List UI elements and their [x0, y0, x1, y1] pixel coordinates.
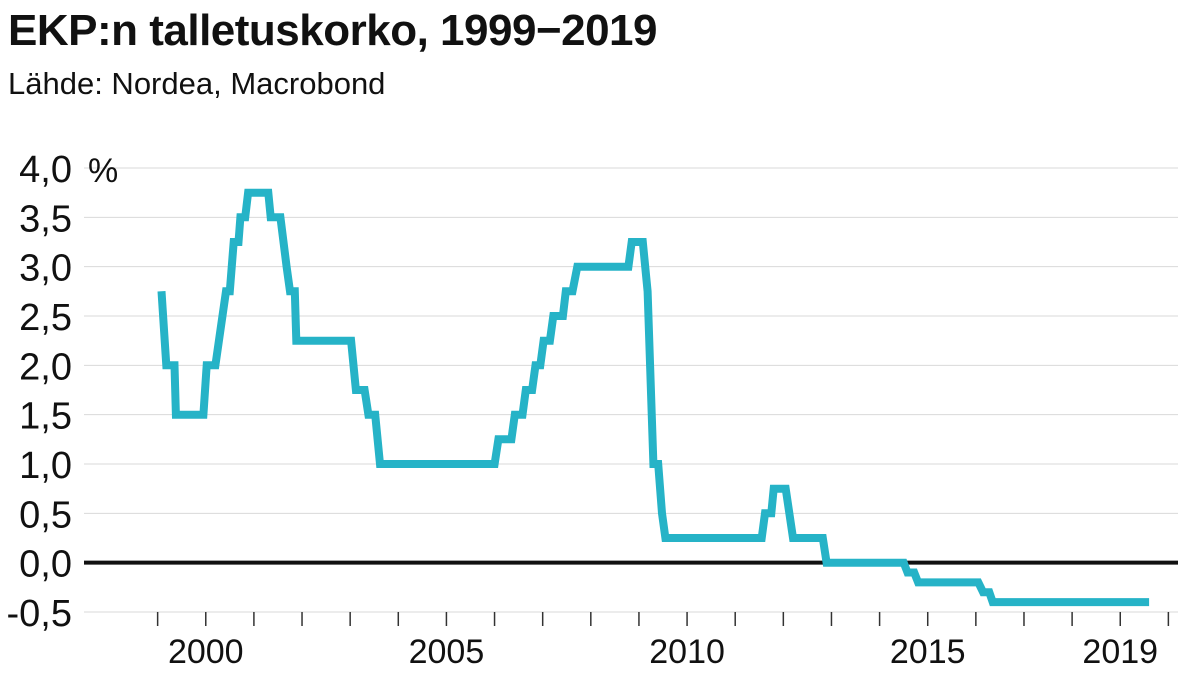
data-point: [522, 414, 523, 415]
deposit-rate-line: [157, 188, 1150, 607]
data-point: [822, 538, 823, 539]
data-point: [773, 488, 774, 489]
data-point: [565, 291, 566, 292]
data-point: [525, 390, 526, 391]
y-tick-label: 4,0: [19, 149, 72, 191]
data-point: [215, 365, 216, 366]
data-point: [628, 266, 629, 267]
data-point: [296, 340, 297, 341]
data-point: [553, 316, 554, 317]
data-point: [535, 365, 536, 366]
data-point: [540, 365, 541, 366]
data-point: [903, 562, 904, 563]
data-point: [1149, 602, 1150, 603]
data-point: [662, 513, 663, 514]
data-point: [793, 538, 794, 539]
y-tick-label: 1,5: [19, 396, 72, 438]
y-tick-label: 0,5: [19, 494, 72, 536]
data-point: [826, 562, 827, 563]
x-tick-label: 2019: [1082, 633, 1158, 671]
data-point: [918, 582, 919, 583]
data-point: [761, 538, 762, 539]
data-point: [989, 592, 990, 593]
data-point: [665, 538, 666, 539]
data-point: [631, 242, 632, 243]
data-point: [364, 390, 365, 391]
y-tick-label: 0,0: [19, 544, 72, 586]
data-point: [233, 242, 234, 243]
data-point: [229, 291, 230, 292]
data-point: [268, 192, 269, 193]
data-point: [203, 414, 204, 415]
chart-title: EKP:n talletuskorko, 1999−2019: [8, 6, 658, 55]
y-tick-label: -0,5: [7, 593, 72, 635]
chart-subtitle: Lähde: Nordea, Macrobond: [8, 66, 386, 101]
data-point: [532, 390, 533, 391]
y-unit-label: %: [88, 152, 118, 190]
data-point: [562, 316, 563, 317]
data-point: [245, 217, 246, 218]
y-tick-label: 2,5: [19, 297, 72, 339]
x-tick-label: 2005: [409, 633, 485, 671]
data-point: [280, 217, 281, 218]
data-point: [511, 439, 512, 440]
data-point: [771, 513, 772, 514]
data-point: [653, 464, 654, 465]
data-point: [572, 291, 573, 292]
data-point: [290, 291, 291, 292]
y-tick-label: 3,5: [19, 198, 72, 240]
data-point: [248, 192, 249, 193]
data-point: [240, 217, 241, 218]
data-point: [642, 242, 643, 243]
data-point: [978, 582, 979, 583]
data-point: [647, 291, 648, 292]
data-point: [983, 592, 984, 593]
data-point: [166, 365, 167, 366]
data-point: [380, 464, 381, 465]
data-point: [498, 439, 499, 440]
data-point: [375, 414, 376, 415]
data-point: [226, 291, 227, 292]
data-point: [992, 602, 993, 603]
data-point: [914, 572, 915, 573]
x-tick-label: 2000: [168, 633, 244, 671]
data-point: [907, 572, 908, 573]
data-point: [765, 513, 766, 514]
data-point: [368, 414, 369, 415]
y-tick-label: 3,0: [19, 248, 72, 290]
x-tick-label: 2015: [890, 633, 966, 671]
data-point: [238, 242, 239, 243]
data-point: [286, 266, 287, 267]
x-tick-label: 2010: [649, 633, 725, 671]
data-point: [549, 340, 550, 341]
data-point: [161, 291, 162, 292]
data-point: [294, 291, 295, 292]
data-point: [577, 266, 578, 267]
data-point: [355, 390, 356, 391]
data-point: [494, 464, 495, 465]
data-point: [543, 340, 544, 341]
y-tick-label: 2,0: [19, 346, 72, 388]
data-point: [785, 488, 786, 489]
data-point: [270, 217, 271, 218]
data-point: [658, 464, 659, 465]
data-point: [175, 414, 176, 415]
data-point: [206, 365, 207, 366]
data-point: [174, 365, 175, 366]
y-tick-label: 1,0: [19, 445, 72, 487]
data-point: [351, 340, 352, 341]
data-point: [514, 414, 515, 415]
